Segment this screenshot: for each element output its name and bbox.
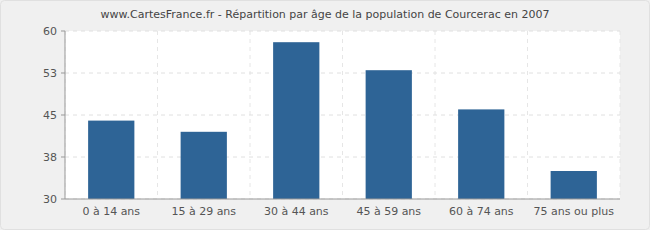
plot-area [65,31,620,199]
v-grid [65,31,66,199]
bar [366,70,412,199]
bar [551,171,597,199]
category-label: 60 à 74 ans [449,205,514,218]
bars [88,42,597,199]
tick [61,73,65,74]
category-label: 30 à 44 ans [264,205,329,218]
title: www.CartesFrance.fr - Répartition par âg… [101,8,550,21]
v-grid [527,31,528,199]
tick-label: 45 [43,109,57,122]
v-grid [342,31,343,199]
category-label: 0 à 14 ans [82,205,140,218]
category-label: 15 à 29 ans [171,205,236,218]
bar [458,109,504,199]
tick [61,157,65,158]
tick-label: 60 [43,25,57,38]
tick [61,115,65,116]
grid-line [65,199,620,200]
y-axis [65,31,66,199]
grid-line [65,73,620,74]
v-grid [157,31,158,199]
category-label: 75 ans ou plus [534,205,615,218]
category-label: 45 à 59 ans [356,205,421,218]
tick [61,31,65,32]
tick-label: 30 [43,193,57,206]
bar [181,132,227,199]
bar [273,42,319,199]
grid-line [65,31,620,32]
grid-line [65,157,620,158]
tick-label: 53 [43,67,57,80]
chart-container: www.CartesFrance.fr - Répartition par âg… [0,0,650,230]
x-axis [65,199,620,200]
chart-svg: www.CartesFrance.fr - Répartition par âg… [0,0,650,230]
tick [61,199,65,200]
background [1,1,650,230]
grid-line [65,115,620,116]
tick-label: 38 [43,151,57,164]
bar [88,121,134,199]
